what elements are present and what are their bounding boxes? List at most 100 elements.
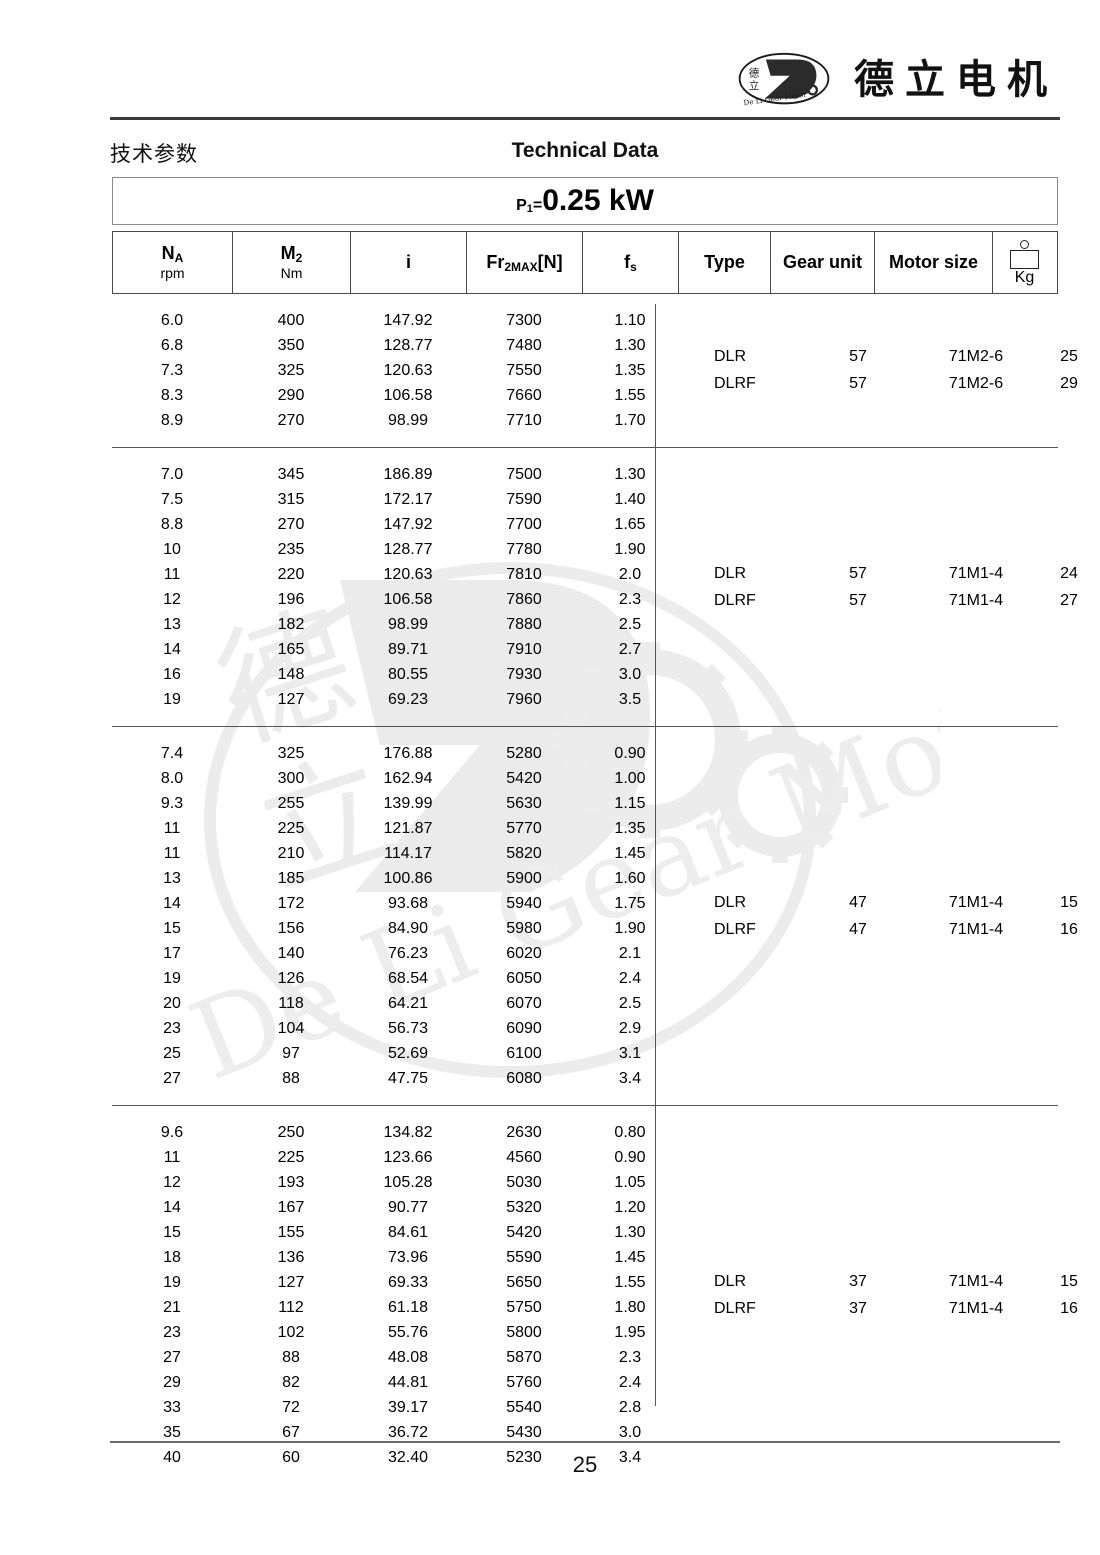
- cell-na: 35: [163, 1423, 181, 1441]
- data-block-assignment: DLR 47 71M1-4 15 DLRF 47 71M1-4 16: [678, 727, 1100, 1105]
- cell-fr: 5420: [506, 769, 542, 787]
- cell-fs: 1.30: [614, 1223, 646, 1241]
- cell-na: 25: [163, 1044, 181, 1062]
- cell-fr: 7930: [506, 665, 542, 683]
- table-row: 17 140 76.23 6020 2.1: [112, 941, 678, 966]
- cell-fr: 6070: [506, 994, 542, 1012]
- table-row: 25 97 52.69 6100 3.1: [112, 1041, 678, 1066]
- cell-fs: 3.0: [618, 665, 642, 683]
- cell-motor-size: 71M2-6: [948, 348, 1004, 365]
- cell-na: 15: [163, 919, 181, 937]
- cell-fs: 2.5: [618, 994, 642, 1012]
- cell-m2: 60: [282, 1448, 300, 1466]
- column-header-weight-label: Kg: [1014, 268, 1035, 286]
- cell-i: 147.92: [383, 515, 433, 533]
- cell-na: 13: [163, 869, 181, 887]
- cell-i: 139.99: [383, 794, 433, 812]
- cell-m2: 148: [277, 665, 305, 683]
- cell-na: 14: [163, 1198, 181, 1216]
- cell-na: 8.8: [160, 515, 184, 533]
- table-row: 18 136 73.96 5590 1.45: [112, 1245, 678, 1270]
- table-row: 8.3 290 106.58 7660 1.55: [112, 383, 678, 408]
- cell-fs: 0.90: [614, 1148, 646, 1166]
- cell-fr: 7780: [506, 540, 542, 558]
- cell-i: 47.75: [387, 1069, 429, 1087]
- power-rating-banner: P1=0.25 kW: [112, 177, 1058, 225]
- cell-fr: 5770: [506, 819, 542, 837]
- table-row: 6.8 350 128.77 7480 1.30: [112, 333, 678, 358]
- cell-fr: 5750: [506, 1298, 542, 1316]
- cell-m2: 172: [277, 894, 305, 912]
- cell-na: 14: [163, 894, 181, 912]
- cell-m2: 225: [277, 819, 305, 837]
- table-row: 7.3 325 120.63 7550 1.35: [112, 358, 678, 383]
- cell-i: 98.99: [387, 411, 429, 429]
- cell-fr: 5540: [506, 1398, 542, 1416]
- cell-fs: 1.70: [614, 411, 646, 429]
- type-row: DLR 57 71M1-4 24: [714, 560, 1100, 587]
- cell-fr: 5650: [506, 1273, 542, 1291]
- table-row: 11 225 121.87 5770 1.35: [112, 816, 678, 841]
- page-title-cn: 技术参数: [110, 142, 198, 166]
- cell-fr: 7700: [506, 515, 542, 533]
- data-block-measurements: 7.0 345 186.89 7500 1.30 7.5 315 172.17 7590 1.40…: [112, 448, 678, 726]
- cell-fr: 6100: [506, 1044, 542, 1062]
- cell-i: 55.76: [387, 1323, 429, 1341]
- cell-i: 128.77: [383, 540, 433, 558]
- cell-na: 19: [163, 969, 181, 987]
- cell-fs: 1.65: [614, 515, 646, 533]
- cell-na: 27: [163, 1348, 181, 1366]
- cell-i: 32.40: [387, 1448, 429, 1466]
- data-block-measurements: 7.4 325 176.88 5280 0.90 8.0 300 162.94 5420 1.00…: [112, 727, 678, 1105]
- cell-i: 93.68: [387, 894, 429, 912]
- cell-i: 52.69: [387, 1044, 429, 1062]
- cell-fr: 5820: [506, 844, 542, 862]
- cell-i: 36.72: [387, 1423, 429, 1441]
- cell-m2: 72: [282, 1398, 300, 1416]
- cell-fs: 1.35: [614, 361, 646, 379]
- cell-na: 6.8: [160, 336, 184, 354]
- column-header-i: i: [351, 232, 467, 293]
- cell-na: 9.3: [160, 794, 184, 812]
- column-header-fs: fs: [583, 232, 679, 293]
- cell-i: 106.58: [383, 386, 433, 404]
- cell-fs: 1.40: [614, 490, 646, 508]
- cell-i: 123.66: [383, 1148, 433, 1166]
- cell-m2: 325: [277, 744, 305, 762]
- cell-i: 76.23: [387, 944, 429, 962]
- cell-i: 44.81: [387, 1373, 429, 1391]
- cell-fs: 1.30: [614, 336, 646, 354]
- data-block: 7.0 345 186.89 7500 1.30 7.5 315 172.17 7590 1.40…: [112, 448, 1078, 727]
- table-row: 13 182 98.99 7880 2.5: [112, 612, 678, 637]
- column-header-weight: Kg: [993, 232, 1056, 293]
- cell-m2: 112: [278, 1298, 304, 1316]
- cell-na: 23: [163, 1019, 181, 1037]
- cell-kg: 25: [1060, 348, 1078, 365]
- type-assignment-grid: DLR 57 71M2-6 25 DLRF 57 71M2-6 29: [678, 344, 1100, 398]
- table-row: 23 102 55.76 5800 1.95: [112, 1320, 678, 1345]
- cell-fs: 2.9: [618, 1019, 642, 1037]
- footer-rule: [110, 1441, 1060, 1443]
- cell-m2: 104: [277, 1019, 305, 1037]
- table-row: 8.9 270 98.99 7710 1.70: [112, 408, 678, 433]
- table-row: 21 112 61.18 5750 1.80: [112, 1295, 678, 1320]
- type-row: DLRF 57 71M1-4 27: [714, 587, 1100, 614]
- cell-na: 27: [163, 1069, 181, 1087]
- cell-na: 29: [163, 1373, 181, 1391]
- cell-motor-size: 71M1-4: [948, 920, 1004, 938]
- cell-na: 13: [163, 615, 181, 633]
- page-number: 25: [572, 1452, 598, 1477]
- cell-fr: 7710: [506, 411, 542, 429]
- column-header-m2: M2 Nm: [233, 232, 351, 293]
- cell-m2: 225: [277, 1148, 305, 1166]
- column-header-na-main: NA: [161, 242, 184, 265]
- table-row: 12 196 106.58 7860 2.3: [112, 587, 678, 612]
- svg-text:立: 立: [749, 79, 760, 92]
- cell-fs: 1.45: [614, 1248, 646, 1266]
- cell-na: 6.0: [160, 311, 184, 329]
- cell-i: 162.94: [383, 769, 433, 787]
- cell-fs: 3.5: [618, 690, 642, 708]
- cell-i: 84.61: [387, 1223, 429, 1241]
- cell-na: 11: [163, 819, 181, 837]
- power-rating-text: P1=0.25 kW: [516, 186, 654, 216]
